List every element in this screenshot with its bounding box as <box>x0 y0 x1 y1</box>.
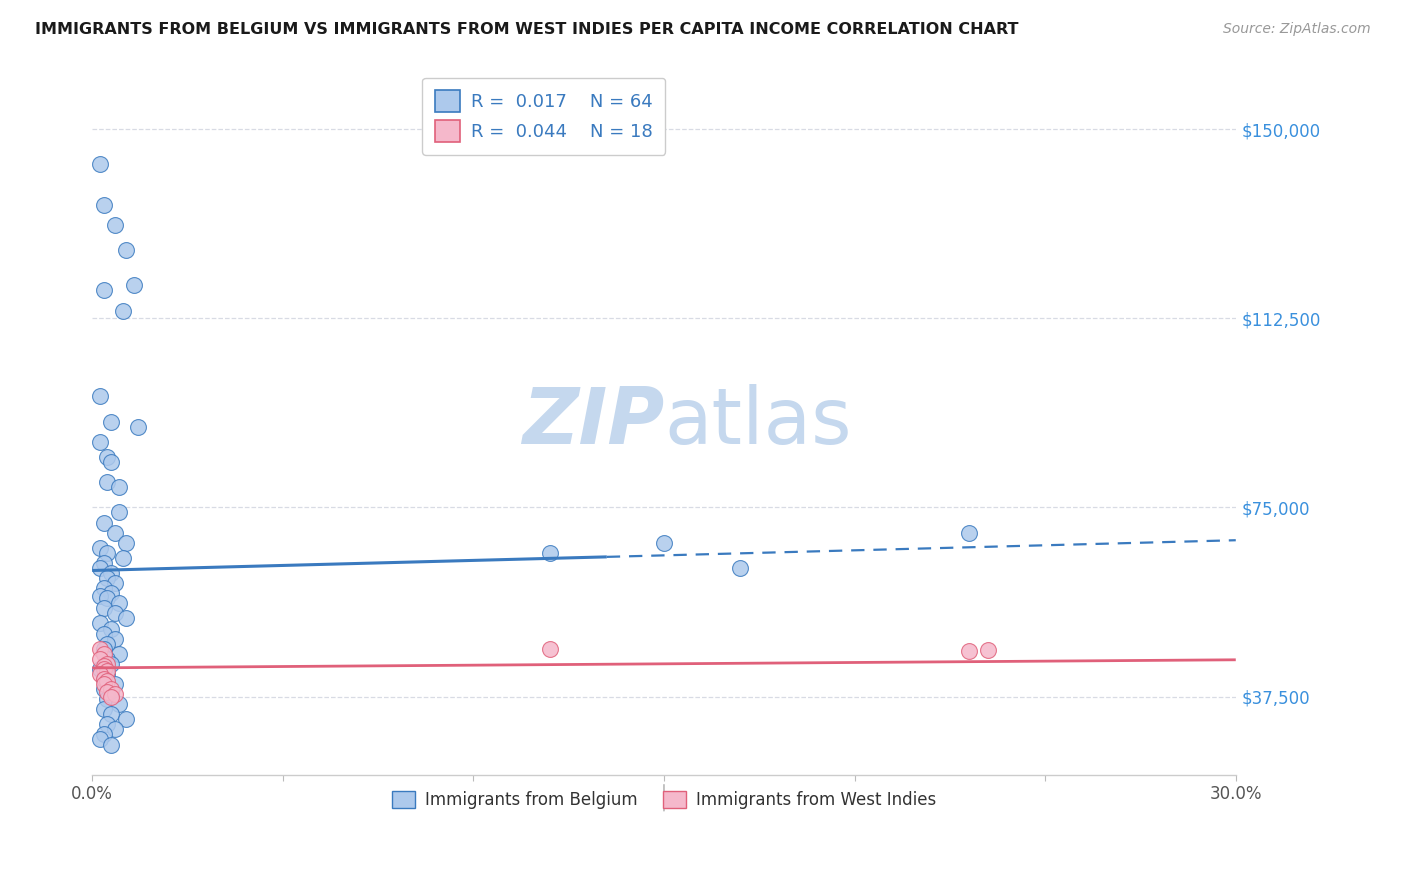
Point <box>115 712 138 726</box>
Point <box>111 550 134 565</box>
Point <box>96 667 118 681</box>
Point <box>89 667 111 681</box>
Point <box>96 637 118 651</box>
Point <box>111 303 134 318</box>
Point <box>93 662 115 676</box>
Point <box>538 546 561 560</box>
Point <box>89 652 111 666</box>
Point <box>96 665 118 679</box>
Text: IMMIGRANTS FROM BELGIUM VS IMMIGRANTS FROM WEST INDIES PER CAPITA INCOME CORRELA: IMMIGRANTS FROM BELGIUM VS IMMIGRANTS FR… <box>35 22 1019 37</box>
Point <box>93 641 115 656</box>
Point <box>96 717 118 731</box>
Point <box>108 697 131 711</box>
Point <box>89 157 111 171</box>
Point <box>100 687 122 701</box>
Legend: Immigrants from Belgium, Immigrants from West Indies: Immigrants from Belgium, Immigrants from… <box>385 784 943 816</box>
Point <box>89 389 111 403</box>
Point <box>89 641 111 656</box>
Point <box>93 672 115 686</box>
Point <box>89 589 111 603</box>
Point <box>96 591 118 606</box>
Point <box>93 581 115 595</box>
Point <box>96 546 118 560</box>
Point <box>957 525 980 540</box>
Point <box>652 535 675 549</box>
Point <box>957 644 980 658</box>
Point <box>122 278 145 293</box>
Text: ZIP: ZIP <box>522 384 664 459</box>
Point <box>108 596 131 610</box>
Point <box>89 541 111 555</box>
Point <box>100 657 122 671</box>
Point <box>100 738 122 752</box>
Point <box>93 702 115 716</box>
Point <box>96 692 118 706</box>
Point <box>100 566 122 580</box>
Point <box>93 284 115 298</box>
Point <box>100 622 122 636</box>
Point <box>100 690 122 704</box>
Point <box>104 607 127 621</box>
Point <box>93 601 115 615</box>
Point <box>93 626 115 640</box>
Point <box>108 647 131 661</box>
Point <box>89 616 111 631</box>
Point <box>108 506 131 520</box>
Point <box>100 415 122 429</box>
Point <box>96 450 118 464</box>
Point <box>100 707 122 722</box>
Point <box>93 659 115 673</box>
Text: atlas: atlas <box>664 384 852 459</box>
Point <box>127 419 149 434</box>
Point <box>93 681 115 696</box>
Point <box>96 684 118 698</box>
Point <box>100 586 122 600</box>
Point <box>89 434 111 449</box>
Point <box>93 672 115 686</box>
Point <box>115 243 138 257</box>
Point <box>538 641 561 656</box>
Point <box>100 455 122 469</box>
Point <box>104 632 127 646</box>
Point <box>93 727 115 741</box>
Point <box>104 525 127 540</box>
Point <box>93 556 115 570</box>
Point <box>93 677 115 691</box>
Point <box>115 535 138 549</box>
Point <box>977 642 1000 657</box>
Point <box>115 611 138 625</box>
Point <box>96 674 118 689</box>
Point <box>89 732 111 747</box>
Point <box>93 647 115 661</box>
Point <box>108 480 131 494</box>
Point <box>104 687 127 701</box>
Text: Source: ZipAtlas.com: Source: ZipAtlas.com <box>1223 22 1371 37</box>
Point <box>104 218 127 232</box>
Point <box>96 652 118 666</box>
Point <box>89 662 111 676</box>
Point <box>104 677 127 691</box>
Point <box>89 561 111 575</box>
Point <box>96 657 118 671</box>
Point <box>104 723 127 737</box>
Point <box>728 561 751 575</box>
Point <box>100 681 122 696</box>
Point <box>104 576 127 591</box>
Point <box>96 571 118 585</box>
Point <box>93 516 115 530</box>
Point <box>93 198 115 212</box>
Point <box>96 475 118 490</box>
